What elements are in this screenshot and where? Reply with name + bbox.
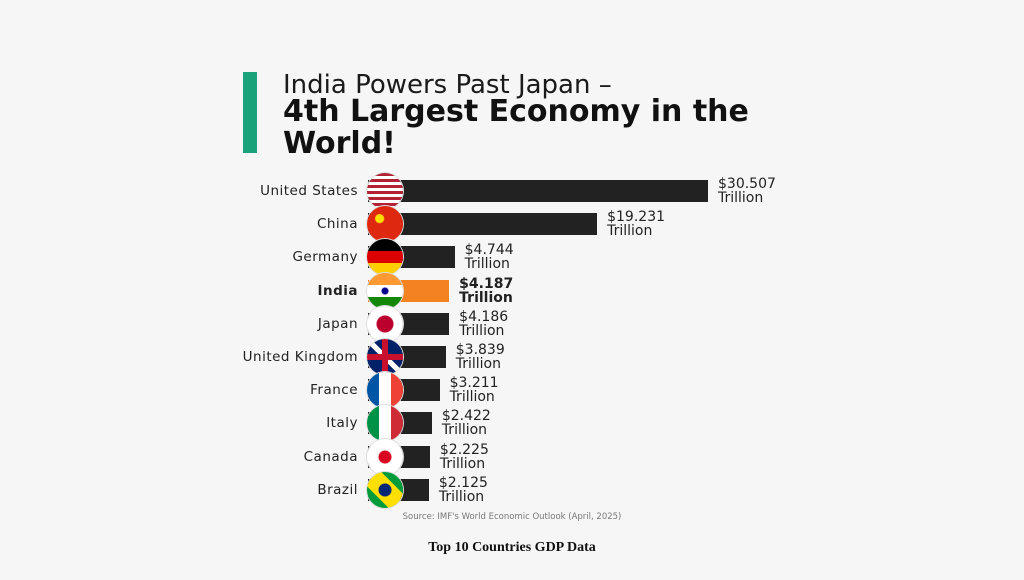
bar [368,180,708,202]
flag-icon [367,372,403,409]
category-label: China [316,216,358,233]
category-label: Canada [303,448,358,465]
value-label: $4.744 Trillion [464,242,514,273]
flag-icon [367,471,403,508]
chart-title: India Powers Past Japan – [283,70,612,100]
category-label: Japan [317,315,358,332]
flag-icon [367,239,403,276]
category-label: United States [260,183,358,199]
flag-icon [367,339,403,375]
bar [368,213,598,236]
category-label: Brazil [317,481,358,498]
value-label: $2.225 Trillion [439,441,489,472]
value-label: $19.231 Trillion [607,209,666,240]
flag-icon [367,206,403,243]
value-label: $4.187 Trillion [459,275,514,306]
category-label: France [310,382,358,399]
category-label: India [317,282,358,299]
category-label: Italy [326,415,358,432]
value-label: $30.507 Trillion [718,176,776,206]
source-note: Source: IMF's World Economic Outlook (Ap… [402,512,622,522]
value-label: $3.211 Trillion [449,375,499,406]
flag-icon [367,173,403,209]
accent-bar [243,72,257,153]
value-label: $3.839 Trillion [455,342,505,372]
flag-icon [367,405,403,442]
value-label: $2.422 Trillion [441,408,491,439]
caption: Top 10 Countries GDP Data [428,540,596,555]
flag-icon [367,272,403,309]
chart-subtitle: 4th Largest Economy in the World! [283,94,749,161]
category-label: United Kingdom [242,349,358,365]
flag-icon [367,305,403,342]
value-label: $4.186 Trillion [459,308,509,339]
value-label: $2.125 Trillion [438,474,488,505]
category-label: Germany [292,249,358,266]
flag-icon [367,438,403,475]
